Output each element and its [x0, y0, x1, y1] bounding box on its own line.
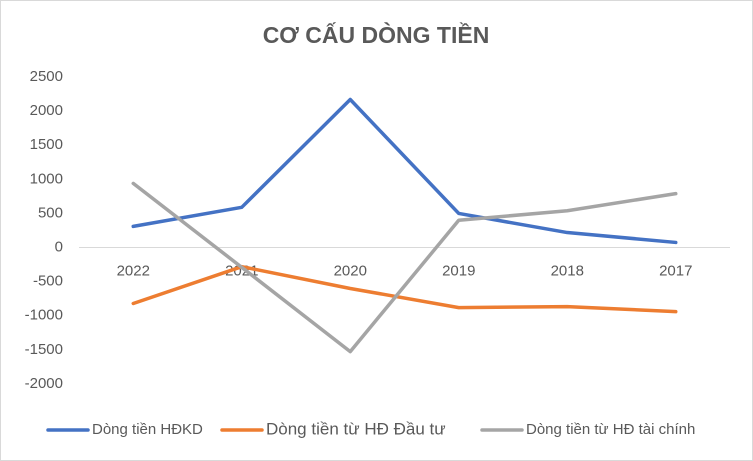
y-tick-label: 0 — [55, 239, 63, 256]
y-tick-label: 1000 — [30, 170, 63, 187]
legend-label: Dòng tiền HĐKD — [92, 421, 203, 438]
legend-label: Dòng tiền từ HĐ Đầu tư — [266, 419, 446, 438]
y-tick-label: -1000 — [25, 307, 63, 324]
y-tick-label: -1500 — [25, 341, 63, 358]
y-tick-label: -2000 — [25, 375, 63, 392]
y-tick-label: 2000 — [30, 102, 63, 119]
series-line — [131, 97, 678, 245]
x-tick-label: 2022 — [117, 263, 150, 280]
chart-title: CƠ CẤU DÒNG TIỀN — [263, 21, 490, 48]
legend-label: Dòng tiền từ HĐ tài chính — [526, 421, 695, 438]
x-tick-label: 2018 — [551, 263, 584, 280]
series-line — [131, 181, 678, 354]
y-tick-label: -500 — [33, 273, 63, 290]
x-tick-label: 2017 — [659, 263, 692, 280]
y-tick-label: 500 — [38, 204, 63, 221]
y-tick-label: 1500 — [30, 136, 63, 153]
series-line — [131, 264, 678, 314]
x-tick-label: 2020 — [334, 263, 367, 280]
x-tick-label: 2019 — [442, 263, 475, 280]
y-tick-label: 2500 — [30, 68, 63, 85]
